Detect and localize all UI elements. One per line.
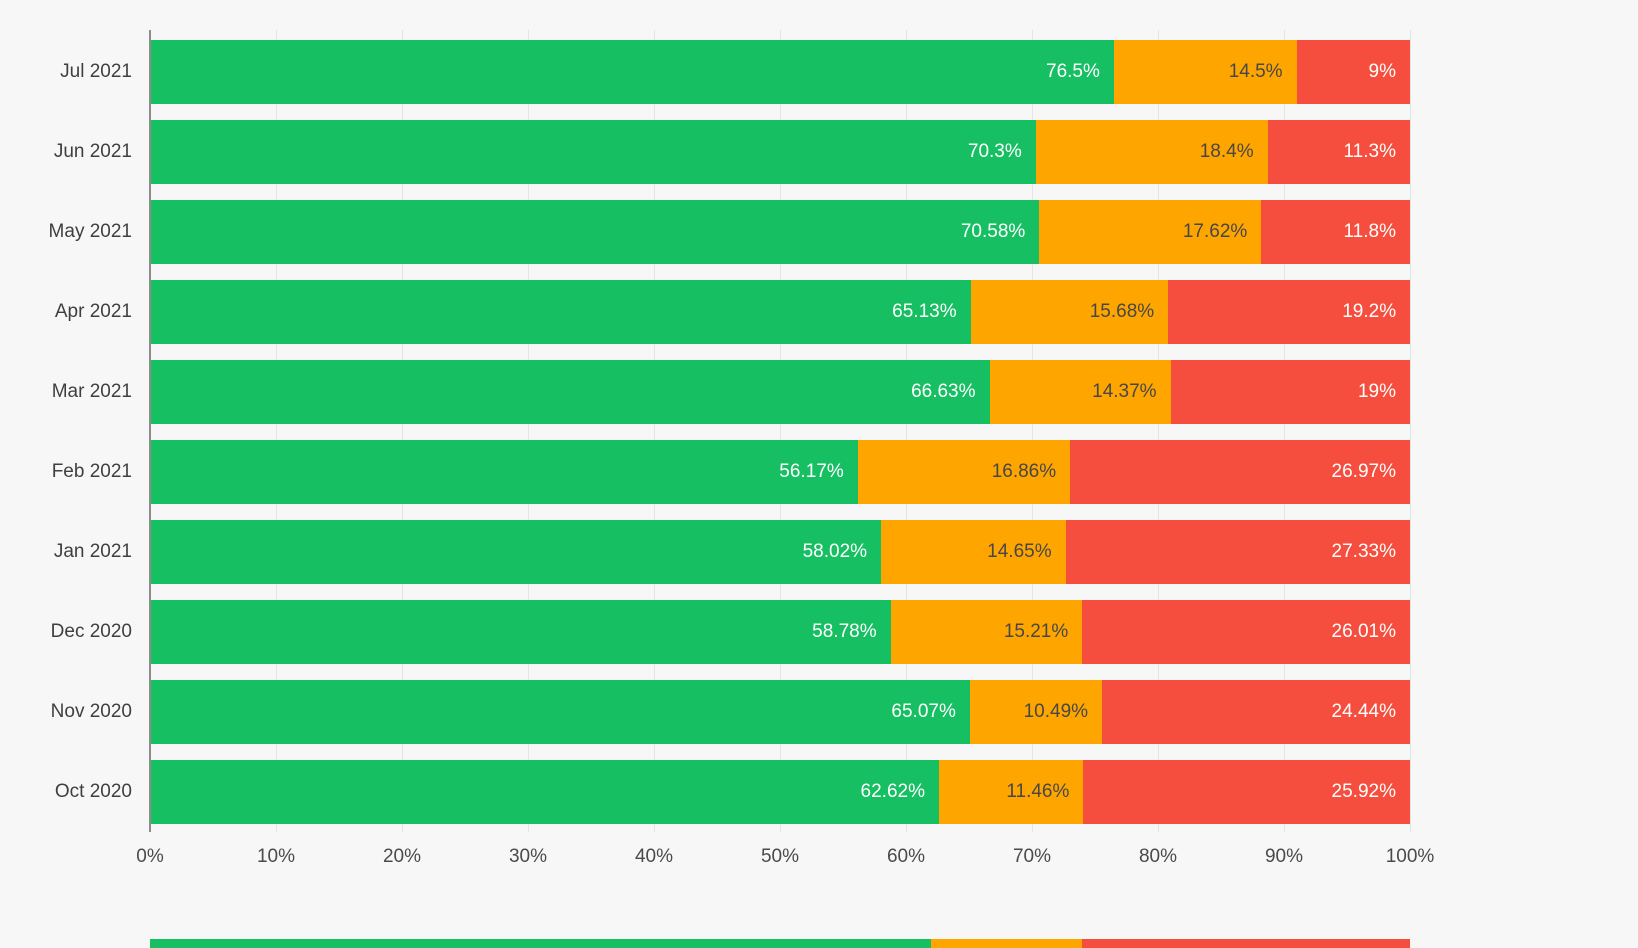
x-tick-label: 90% [1264,846,1304,867]
partial-bar-segment-positive [150,939,932,948]
bar-segment-neutral[interactable]: 17.62% [1039,200,1262,264]
bar-segment-positive[interactable]: 66.63% [150,360,990,424]
bar-value-label: 14.65% [987,541,1052,562]
bar-segment-neutral[interactable]: 15.68% [970,280,1169,344]
bar-value-label: 16.86% [991,461,1057,482]
bar-segment-positive[interactable]: 76.5% [150,40,1114,104]
x-tick-label: 100% [1385,846,1435,867]
bar-segment-negative[interactable]: 25.92% [1083,760,1410,824]
bar-segment-neutral[interactable]: 15.21% [890,600,1083,664]
bar-segment-positive[interactable]: 58.02% [150,520,882,584]
bar-segment-positive[interactable]: 65.13% [150,280,971,344]
x-tick-label: 70% [1012,846,1052,867]
gridline [276,30,277,832]
bar-value-label: 65.13% [892,301,957,322]
category-label: Jul 2021 [60,61,132,82]
bar-value-label: 15.68% [1089,301,1155,322]
bar-segment-negative[interactable]: 26.01% [1082,600,1410,664]
x-tick-label: 30% [508,846,548,867]
bar-value-label: 76.5% [1046,61,1100,82]
bar-segment-neutral[interactable]: 14.65% [881,520,1066,584]
bar-value-label: 62.62% [860,781,925,802]
bar-segment-positive[interactable]: 58.78% [150,600,891,664]
bar-value-label: 58.78% [812,621,877,642]
bar-segment-negative[interactable]: 11.8% [1261,200,1410,264]
bar-value-label: 19.2% [1342,301,1397,322]
bar-value-label: 11.3% [1343,141,1396,162]
category-label: Nov 2020 [50,701,132,722]
bar-segment-positive[interactable]: 62.62% [150,760,939,824]
bar-value-label: 15.21% [1003,621,1069,642]
bar-segment-negative[interactable]: 24.44% [1102,680,1410,744]
gridline [906,30,907,832]
bar-value-label: 26.97% [1331,461,1396,482]
partial-bar-segment-negative [1082,939,1410,948]
bar-value-label: 11.46% [1006,781,1070,802]
bar-value-label: 14.5% [1228,61,1283,82]
bar-segment-neutral[interactable]: 18.4% [1035,120,1268,184]
x-tick-label: 0% [136,846,164,867]
bar-value-label: 9% [1368,61,1396,82]
bar-value-label: 26.01% [1331,621,1396,642]
bar-segment-positive[interactable]: 56.17% [150,440,858,504]
bar-segment-negative[interactable]: 19.2% [1168,280,1411,344]
bar-value-label: 14.37% [1092,381,1157,402]
category-label: Jan 2021 [53,541,132,562]
category-label: Oct 2020 [54,781,132,802]
category-label: Jun 2021 [53,141,132,162]
bar-value-label: 11.8% [1343,221,1396,242]
gridline [1032,30,1033,832]
bar-value-label: 65.07% [891,701,956,722]
category-label: Mar 2021 [51,381,132,402]
bar-value-label: 24.44% [1331,701,1396,722]
bar-segment-neutral[interactable]: 16.86% [857,440,1071,504]
category-label: Apr 2021 [54,301,132,322]
bar-value-label: 25.92% [1331,781,1396,802]
bar-segment-neutral[interactable]: 14.37% [989,360,1171,424]
gridline [1410,30,1411,832]
gridline [780,30,781,832]
bar-segment-positive[interactable]: 70.3% [150,120,1036,184]
bar-value-label: 19% [1357,381,1396,402]
category-label: May 2021 [48,221,132,242]
bar-value-label: 17.62% [1182,221,1248,242]
y-axis-line [149,30,151,832]
x-tick-label: 10% [256,846,296,867]
bar-value-label: 56.17% [779,461,844,482]
bar-value-label: 10.49% [1023,701,1089,722]
category-label: Dec 2020 [50,621,132,642]
category-label: Feb 2021 [51,461,132,482]
bar-value-label: 70.58% [960,221,1026,242]
bar-value-label: 27.33% [1331,541,1396,562]
bar-segment-neutral[interactable]: 10.49% [969,680,1103,744]
x-tick-label: 60% [886,846,926,867]
bar-segment-positive[interactable]: 65.07% [150,680,970,744]
x-tick-label: 80% [1138,846,1178,867]
bar-segment-negative[interactable]: 11.3% [1267,120,1410,184]
partial-bar-segment-neutral [931,939,1083,948]
bar-segment-neutral[interactable]: 11.46% [939,760,1084,824]
bar-value-label: 70.3% [967,141,1022,162]
gridline [402,30,403,832]
gridline [654,30,655,832]
bar-segment-negative[interactable]: 9% [1296,40,1410,104]
bar-value-label: 58.02% [802,541,868,562]
gridline [528,30,529,832]
bar-value-label: 66.63% [911,381,976,402]
bar-segment-negative[interactable]: 19% [1170,360,1410,424]
x-tick-label: 40% [634,846,674,867]
bar-segment-neutral[interactable]: 14.5% [1113,40,1297,104]
bar-value-label: 18.4% [1199,141,1254,162]
bar-segment-positive[interactable]: 70.58% [150,200,1040,264]
x-tick-label: 20% [382,846,422,867]
x-tick-label: 50% [760,846,800,867]
gridline [1158,30,1159,832]
bar-segment-negative[interactable]: 26.97% [1070,440,1410,504]
bar-segment-negative[interactable]: 27.33% [1065,520,1410,584]
gridline [1284,30,1285,832]
